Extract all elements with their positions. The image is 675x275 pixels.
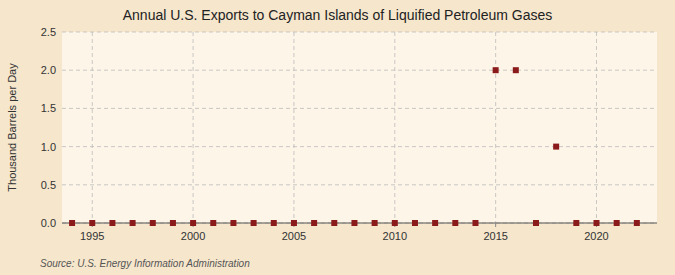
x-tick-label: 2010 xyxy=(383,230,407,242)
point xyxy=(89,220,95,226)
y-grid-line xyxy=(62,184,657,185)
point xyxy=(372,220,378,226)
x-grid-line xyxy=(193,32,194,223)
x-grid-line xyxy=(92,32,93,223)
point xyxy=(130,220,136,226)
point xyxy=(452,220,458,226)
point xyxy=(291,220,297,226)
y-tick-label: 0.0 xyxy=(41,217,56,229)
x-tick-label: 2015 xyxy=(483,230,507,242)
point xyxy=(331,220,337,226)
point xyxy=(170,220,176,226)
x-grid-line xyxy=(394,32,395,223)
point xyxy=(230,220,236,226)
point xyxy=(493,67,499,73)
x-axis: 1995 2000 2005 2010 2015 2020 xyxy=(80,223,609,242)
y-grid-line xyxy=(62,32,657,33)
x-tick-label: 2005 xyxy=(282,230,306,242)
point xyxy=(614,220,620,226)
background xyxy=(0,0,675,275)
point xyxy=(412,220,418,226)
source: Source: U.S. Energy Information Administ… xyxy=(40,258,250,269)
points xyxy=(69,67,640,226)
point xyxy=(271,220,277,226)
x-tick-label: 2020 xyxy=(584,230,608,242)
y-grid-line xyxy=(62,146,657,147)
y-axis-label: Thousand Barrels per Day xyxy=(6,63,18,192)
point xyxy=(190,220,196,226)
x-tick-label: 1995 xyxy=(80,230,104,242)
x-grid-line xyxy=(596,32,597,223)
point xyxy=(553,144,559,150)
point xyxy=(432,220,438,226)
point xyxy=(573,220,579,226)
point xyxy=(513,67,519,73)
y-axis: 0.0 0.5 1.0 1.5 2.0 2.5 xyxy=(41,26,56,229)
point xyxy=(533,220,539,226)
point xyxy=(472,220,478,226)
point xyxy=(150,220,156,226)
x-grid-line xyxy=(495,32,496,223)
y-tick-label: 1.0 xyxy=(41,141,56,153)
y-grid-line xyxy=(62,108,657,109)
point xyxy=(69,220,75,226)
plot-area xyxy=(62,32,657,223)
y-tick-label: 0.5 xyxy=(41,179,56,191)
point xyxy=(634,220,640,226)
point xyxy=(311,220,317,226)
chart: 1995 2000 2005 2010 2015 2020 0.0 0.5 1.0 1.5 2.0 2… xyxy=(0,0,675,275)
point xyxy=(210,220,216,226)
point xyxy=(109,220,115,226)
point xyxy=(251,220,257,226)
y-grid-line xyxy=(62,70,657,71)
x-grid-line xyxy=(293,32,294,223)
title: Annual U.S. Exports to Cayman Islands of… xyxy=(123,7,553,23)
y-tick-label: 2.5 xyxy=(41,26,56,38)
x-tick-label: 2000 xyxy=(181,230,205,242)
point xyxy=(392,220,398,226)
x-tick xyxy=(495,223,496,227)
y-tick-label: 1.5 xyxy=(41,102,56,114)
y-tick-label: 2.0 xyxy=(41,64,56,76)
grid xyxy=(62,32,657,223)
point xyxy=(351,220,357,226)
point xyxy=(593,220,599,226)
